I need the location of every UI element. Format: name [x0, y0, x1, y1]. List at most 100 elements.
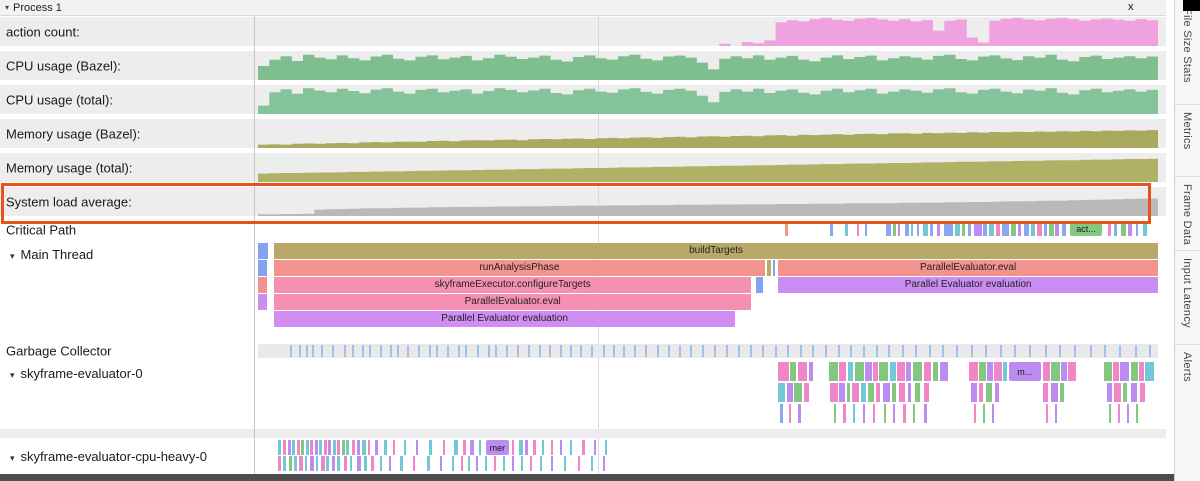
- gc-event-tick[interactable]: [548, 345, 551, 357]
- trace-slice[interactable]: [439, 456, 442, 471]
- trace-slice[interactable]: [852, 383, 860, 402]
- trace-slice[interactable]: [299, 456, 303, 471]
- trace-slice[interactable]: [602, 456, 606, 471]
- trace-slice-labeled[interactable]: m...: [1008, 362, 1041, 381]
- trace-slice[interactable]: [1060, 362, 1068, 381]
- gc-event-tick[interactable]: [289, 345, 292, 357]
- trace-slice[interactable]: [1117, 404, 1120, 423]
- trace-slice[interactable]: [893, 404, 896, 423]
- gc-event-tick[interactable]: [591, 345, 593, 357]
- trace-slice[interactable]: [1043, 222, 1048, 236]
- trace-slice[interactable]: [882, 383, 890, 402]
- gc-event-tick[interactable]: [1119, 345, 1122, 357]
- track-system-load-average[interactable]: System load average:: [0, 187, 1166, 216]
- trace-slice[interactable]: [304, 456, 308, 471]
- trace-slice[interactable]: [470, 440, 474, 455]
- gc-event-tick[interactable]: [656, 345, 659, 357]
- trace-slice[interactable]: [969, 362, 978, 381]
- trace-slice[interactable]: [872, 362, 879, 381]
- trace-slice[interactable]: [911, 222, 914, 236]
- trace-slice[interactable]: [343, 456, 348, 471]
- gc-event-tick[interactable]: [985, 345, 988, 357]
- trace-slice[interactable]: [847, 362, 853, 381]
- trace-slice-labeled[interactable]: act...: [1069, 222, 1103, 236]
- trace-slice[interactable]: [983, 222, 987, 236]
- flame-slice[interactable]: Parallel Evaluator evaluation: [778, 277, 1158, 293]
- trace-slice[interactable]: [337, 456, 340, 471]
- collapse-triangle-icon[interactable]: ▾: [10, 453, 15, 463]
- tab-alerts[interactable]: Alerts: [1181, 352, 1193, 382]
- track-cpu-usage-bazel[interactable]: CPU usage (Bazel):: [0, 51, 1166, 80]
- flame-slice[interactable]: runAnalysisPhase: [274, 260, 765, 276]
- gc-event-tick[interactable]: [494, 345, 497, 357]
- trace-slice[interactable]: [388, 456, 391, 471]
- trace-slice[interactable]: [996, 222, 1000, 236]
- trace-slice[interactable]: [974, 222, 982, 236]
- trace-slice[interactable]: [328, 440, 331, 455]
- memory-usage-total-chart[interactable]: [258, 153, 1158, 182]
- trace-slice[interactable]: [1145, 362, 1155, 381]
- gc-event-tick[interactable]: [505, 345, 508, 357]
- gc-event-tick[interactable]: [457, 345, 460, 357]
- trace-slice[interactable]: [1017, 222, 1022, 236]
- trace-slice[interactable]: [879, 362, 888, 381]
- trace-slice[interactable]: [550, 456, 554, 471]
- trace-slice[interactable]: [427, 456, 430, 471]
- main-thread-flame-chart[interactable]: buildTargets runAnalysisPhase ParallelEval…: [258, 243, 1158, 331]
- trace-slice[interactable]: [442, 440, 445, 455]
- trace-slice[interactable]: [883, 404, 887, 423]
- trace-slice[interactable]: [1059, 383, 1065, 402]
- trace-slice[interactable]: [403, 440, 407, 455]
- tab-frame-data[interactable]: Frame Data: [1181, 184, 1193, 246]
- trace-slice[interactable]: [539, 456, 542, 471]
- trace-slice[interactable]: [784, 222, 789, 236]
- track-skyframe-evaluator-cpu-heavy-0[interactable]: ▾ skyframe-evaluator-cpu-heavy-0 mer: [0, 440, 1166, 474]
- trace-slice[interactable]: [393, 440, 395, 455]
- trace-slice[interactable]: [780, 404, 783, 423]
- trace-slice[interactable]: [1120, 362, 1130, 381]
- gc-event-tick[interactable]: [331, 345, 334, 357]
- track-memory-usage-total[interactable]: Memory usage (total):: [0, 153, 1166, 182]
- trace-slice[interactable]: [412, 456, 415, 471]
- trace-slice[interactable]: [970, 383, 978, 402]
- cpu-usage-total-chart[interactable]: [258, 85, 1158, 114]
- flame-slice-small[interactable]: [755, 277, 763, 293]
- gc-event-tick[interactable]: [1014, 345, 1016, 357]
- track-action-count[interactable]: action count:: [0, 17, 1166, 46]
- gc-event-tick[interactable]: [799, 345, 802, 357]
- trace-slice[interactable]: [907, 383, 912, 402]
- track-garbage-collector[interactable]: Garbage Collector: [0, 342, 1166, 360]
- trace-slice[interactable]: [886, 222, 891, 236]
- gc-event-tick[interactable]: [787, 345, 790, 357]
- gc-event-tick[interactable]: [1104, 345, 1106, 357]
- trace-slice[interactable]: [277, 456, 282, 471]
- gc-event-tick[interactable]: [559, 345, 562, 357]
- memory-usage-bazel-chart[interactable]: [258, 119, 1158, 148]
- collapse-triangle-icon[interactable]: ▾: [10, 251, 15, 261]
- trace-slice[interactable]: [310, 440, 313, 455]
- trace-slice[interactable]: [1031, 222, 1035, 236]
- trace-slice[interactable]: [1037, 222, 1042, 236]
- trace-slice[interactable]: [331, 456, 336, 471]
- trace-slice[interactable]: [846, 383, 851, 402]
- trace-slice[interactable]: [367, 440, 371, 455]
- gc-event-tick[interactable]: [811, 345, 814, 357]
- trace-slice[interactable]: [1113, 362, 1120, 381]
- trace-slice[interactable]: [564, 456, 566, 471]
- trace-slice[interactable]: [475, 456, 479, 471]
- gc-event-tick[interactable]: [1134, 345, 1137, 357]
- flame-slice[interactable]: skyframeExecutor.configureTargets: [274, 277, 752, 293]
- trace-slice[interactable]: [924, 362, 932, 381]
- trace-slice[interactable]: [577, 456, 581, 471]
- trace-slice[interactable]: [287, 440, 292, 455]
- gc-event-tick[interactable]: [942, 345, 944, 357]
- trace-slice[interactable]: [1106, 383, 1113, 402]
- trace-slice[interactable]: [582, 440, 585, 455]
- trace-slice[interactable]: [1054, 404, 1057, 423]
- trace-slice[interactable]: [288, 456, 293, 471]
- trace-slice[interactable]: [519, 440, 523, 455]
- trace-slice[interactable]: [889, 362, 897, 381]
- trace-slice[interactable]: [1003, 362, 1007, 381]
- collapse-triangle-icon[interactable]: ▾: [5, 3, 10, 12]
- gc-event-tick[interactable]: [1044, 345, 1047, 357]
